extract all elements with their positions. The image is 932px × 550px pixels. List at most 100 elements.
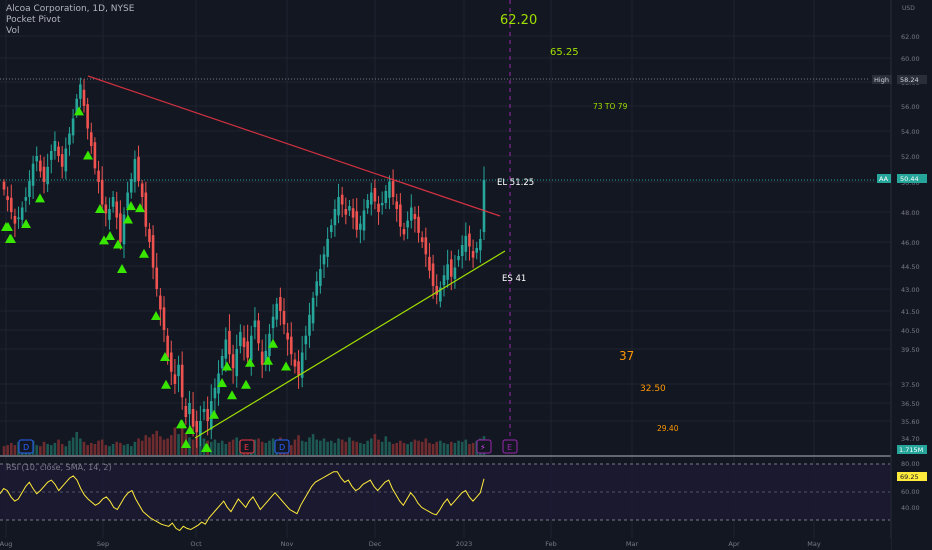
price-tick-label: 35.60 — [901, 418, 920, 426]
volume-bar — [148, 437, 151, 455]
volume-bar — [417, 440, 420, 455]
volume-bar — [49, 445, 53, 455]
volume-bar — [169, 435, 173, 455]
candle-body — [28, 181, 31, 197]
candle-body — [46, 166, 49, 185]
flash-marker[interactable] — [476, 439, 492, 454]
volume-bar — [315, 439, 319, 455]
volume-bar — [468, 444, 471, 455]
volume-bar — [431, 444, 435, 455]
indicator-volume[interactable]: Vol — [6, 26, 20, 36]
price-tick-label: 46.00 — [901, 239, 920, 247]
rsi-value: 69.25 — [900, 473, 919, 481]
volume-bar — [68, 440, 71, 455]
pocket-pivot-triangle — [135, 203, 145, 213]
candle-body — [17, 217, 20, 220]
candle-body — [322, 254, 326, 265]
symbol-title[interactable]: Alcoa Corporation, 1D, NYSE — [6, 4, 135, 14]
pocket-pivot-triangle — [74, 106, 84, 116]
pocket-pivot-triangle — [177, 419, 187, 429]
pocket-pivot-triangle — [209, 409, 219, 419]
candle-body — [417, 216, 420, 233]
candle-body — [366, 200, 369, 209]
volume-bar — [119, 442, 122, 455]
earnings-marker-1-text: E — [244, 443, 249, 452]
entry-short-label[interactable]: ES 41 — [502, 274, 526, 284]
earnings-marker-2-text: E — [507, 443, 512, 452]
candle-body — [100, 179, 104, 205]
high-value-badge — [897, 75, 927, 84]
volume-bar — [442, 442, 446, 455]
candle-body — [362, 210, 366, 231]
indicator-pocket-pivot[interactable]: Pocket Pivot — [6, 15, 61, 25]
candle-body — [71, 118, 75, 136]
volume-bar — [64, 446, 68, 455]
candle-body — [282, 311, 286, 325]
price-tick-labels: 62.0060.0058.0056.0054.0052.0050.0048.00… — [901, 33, 920, 443]
target-62-20[interactable]: 62.20 — [500, 13, 537, 28]
volume-bar — [126, 444, 129, 455]
earnings-marker-2[interactable] — [502, 439, 518, 454]
candle-body — [424, 237, 428, 255]
candle-body — [406, 220, 409, 228]
candle-body — [75, 98, 79, 113]
currency-label: USD — [902, 5, 915, 12]
target-29-40[interactable]: 29.40 — [657, 424, 679, 433]
candle-body — [457, 256, 460, 261]
high-label-badge — [872, 75, 892, 84]
volume-bar — [53, 442, 57, 455]
candle-body — [155, 267, 159, 289]
candle-body — [253, 320, 257, 328]
candle-body — [402, 229, 406, 235]
target-65-25[interactable]: 65.25 — [550, 47, 579, 58]
resistance-trendline[interactable] — [87, 75, 501, 217]
candle-body — [162, 307, 166, 330]
candle-body — [89, 132, 93, 146]
candle-body — [315, 281, 319, 296]
candle-body — [6, 196, 9, 200]
candle-body — [206, 409, 209, 421]
target-37[interactable]: 37 — [619, 349, 634, 363]
candle-body — [126, 192, 129, 209]
symbol-badge-text: AA — [879, 175, 889, 183]
volume-bar — [209, 441, 213, 455]
entry-long-label[interactable]: EL 51.25 — [497, 178, 534, 188]
dividend-marker-1[interactable] — [18, 439, 34, 454]
volume-bar — [322, 438, 326, 455]
time-tick-label: Oct — [190, 540, 202, 548]
volume-bar — [380, 441, 384, 455]
volume-bar — [326, 441, 329, 455]
candle-body — [435, 285, 439, 295]
volume-bar — [413, 439, 417, 455]
pocket-pivot-triangle — [151, 311, 161, 320]
candle-body — [177, 364, 180, 377]
earnings-marker-1[interactable] — [239, 439, 255, 454]
dividend-marker-2[interactable] — [274, 439, 290, 454]
volume-bar — [362, 444, 366, 455]
volume-bar — [428, 442, 431, 455]
volume-bar — [173, 427, 177, 455]
candle-body — [471, 251, 475, 258]
pocket-pivot-triangle — [95, 204, 105, 213]
candle-body — [173, 374, 177, 384]
candle-body — [300, 352, 304, 378]
price-tick-label: 37.50 — [901, 381, 920, 389]
volume-bar — [140, 440, 144, 455]
support-trendline[interactable] — [194, 250, 506, 439]
target-32-50[interactable]: 32.50 — [640, 384, 666, 394]
volume-bar — [235, 437, 239, 455]
volume-bar — [268, 440, 271, 455]
price-tick-label: 60.00 — [901, 55, 920, 63]
volume-badge — [897, 445, 927, 454]
target-73-to-79[interactable]: 73 TO 79 — [593, 102, 628, 111]
volume-bar — [373, 434, 377, 455]
volume-bar — [457, 440, 460, 455]
volume-bar — [359, 442, 362, 455]
time-axis — [0, 538, 891, 550]
volume-bar — [388, 441, 391, 455]
volume-bar — [93, 444, 97, 455]
volume-bar — [253, 439, 257, 455]
volume-bar — [446, 444, 449, 455]
candle-body — [49, 151, 53, 160]
